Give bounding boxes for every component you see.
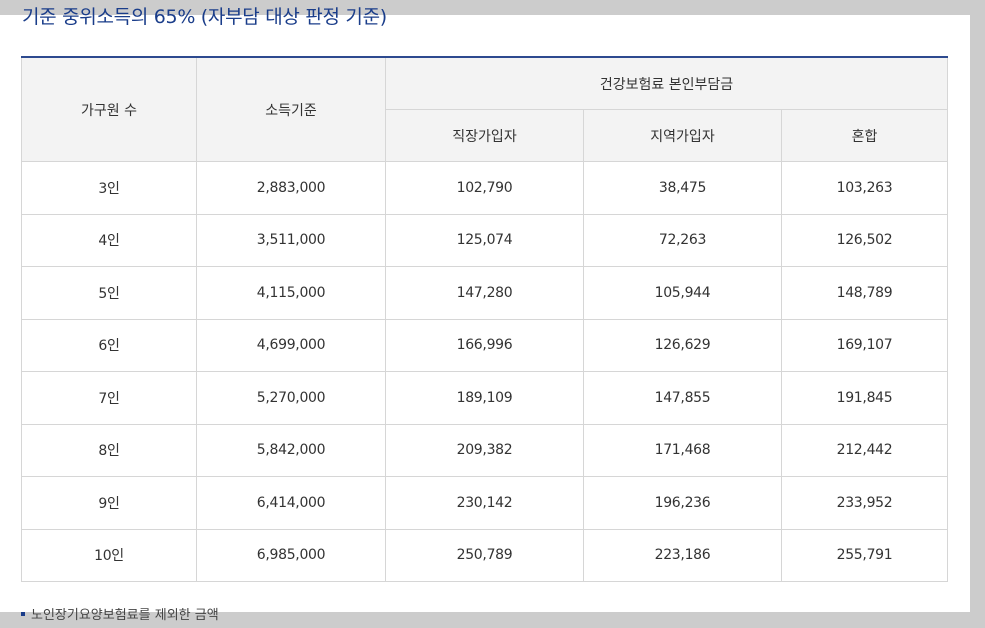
table-row: 7인 5,270,000 189,109 147,855 191,845 xyxy=(21,371,948,425)
cell-regional: 196,236 xyxy=(583,476,782,530)
cell-employee: 102,790 xyxy=(385,161,584,215)
cell-household: 5인 xyxy=(21,266,197,320)
header-household-size: 가구원 수 xyxy=(21,56,197,162)
cell-employee: 189,109 xyxy=(385,371,584,425)
cell-mixed: 191,845 xyxy=(781,371,948,425)
cell-regional: 105,944 xyxy=(583,266,782,320)
cell-employee: 147,280 xyxy=(385,266,584,320)
cell-mixed: 148,789 xyxy=(781,266,948,320)
header-premium-group: 건강보험료 본인부담금 xyxy=(385,56,948,110)
cell-income: 4,115,000 xyxy=(196,266,386,320)
cell-income: 2,883,000 xyxy=(196,161,386,215)
cell-mixed: 255,791 xyxy=(781,528,948,582)
header-income-standard: 소득기준 xyxy=(196,56,386,162)
header-employee: 직장가입자 xyxy=(385,109,584,162)
table-row: 8인 5,842,000 209,382 171,468 212,442 xyxy=(21,423,948,477)
cell-income: 6,985,000 xyxy=(196,528,386,582)
table-row: 9인 6,414,000 230,142 196,236 233,952 xyxy=(21,476,948,530)
table-row: 3인 2,883,000 102,790 38,475 103,263 xyxy=(21,161,948,215)
cell-household: 3인 xyxy=(21,161,197,215)
header-regional: 지역가입자 xyxy=(583,109,782,162)
cell-income: 5,270,000 xyxy=(196,371,386,425)
cell-income: 3,511,000 xyxy=(196,213,386,267)
cell-household: 4인 xyxy=(21,213,197,267)
cell-employee: 250,789 xyxy=(385,528,584,582)
cell-mixed: 169,107 xyxy=(781,318,948,372)
cell-employee: 209,382 xyxy=(385,423,584,477)
cell-household: 9인 xyxy=(21,476,197,530)
cell-regional: 72,263 xyxy=(583,213,782,267)
cell-household: 10인 xyxy=(21,528,197,582)
cell-mixed: 126,502 xyxy=(781,213,948,267)
cell-regional: 171,468 xyxy=(583,423,782,477)
page-title: 기준 중위소득의 65% (자부담 대상 판정 기준) xyxy=(22,6,387,28)
cell-employee: 125,074 xyxy=(385,213,584,267)
cell-income: 4,699,000 xyxy=(196,318,386,372)
footnote-text: 노인장기요양보험료를 제외한 금액 xyxy=(31,608,219,623)
table-row: 4인 3,511,000 125,074 72,263 126,502 xyxy=(21,213,948,267)
table-row: 5인 4,115,000 147,280 105,944 148,789 xyxy=(21,266,948,320)
cell-income: 5,842,000 xyxy=(196,423,386,477)
cell-regional: 38,475 xyxy=(583,161,782,215)
cell-mixed: 233,952 xyxy=(781,476,948,530)
cell-employee: 166,996 xyxy=(385,318,584,372)
income-premium-table: 가구원 수 소득기준 건강보험료 본인부담금 직장가입자 지역가입자 혼합 3인… xyxy=(21,56,948,582)
cell-regional: 126,629 xyxy=(583,318,782,372)
cell-regional: 147,855 xyxy=(583,371,782,425)
header-mixed: 혼합 xyxy=(781,109,948,162)
cell-household: 8인 xyxy=(21,423,197,477)
cell-income: 6,414,000 xyxy=(196,476,386,530)
cell-mixed: 212,442 xyxy=(781,423,948,477)
cell-employee: 230,142 xyxy=(385,476,584,530)
cell-mixed: 103,263 xyxy=(781,161,948,215)
bullet-icon xyxy=(21,611,25,616)
cell-regional: 223,186 xyxy=(583,528,782,582)
cell-household: 7인 xyxy=(21,371,197,425)
table-row: 10인 6,985,000 250,789 223,186 255,791 xyxy=(21,528,948,582)
cell-household: 6인 xyxy=(21,318,197,372)
table-row: 6인 4,699,000 166,996 126,629 169,107 xyxy=(21,318,948,372)
footnote: 노인장기요양보험료를 제외한 금액 xyxy=(21,604,219,623)
